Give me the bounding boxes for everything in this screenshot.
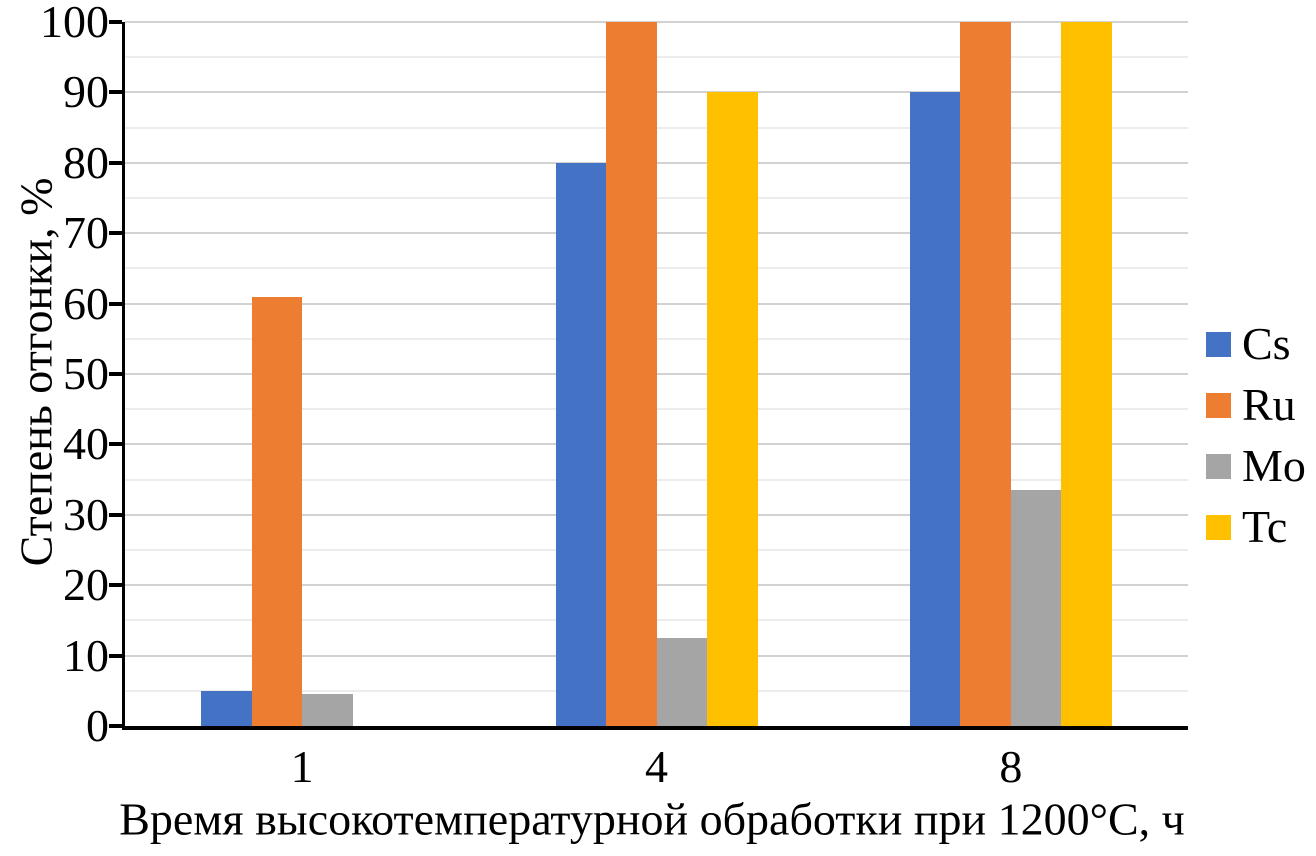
bar-cs-4: [555, 162, 606, 726]
x-category-label-4: 4: [645, 741, 668, 792]
y-tick-mark-60: [109, 301, 122, 306]
minor-gridline-15: [125, 619, 1188, 622]
legend-item-tc: Tc: [1206, 504, 1306, 550]
y-tick-label-20: 20: [63, 559, 109, 611]
legend-swatch-mo: [1206, 453, 1231, 479]
y-tick-mark-80: [109, 160, 122, 165]
bar-cs-1: [201, 690, 252, 726]
legend-label-tc: Tc: [1242, 501, 1288, 552]
x-axis-line: [122, 726, 1188, 730]
minor-gridline-85: [125, 126, 1188, 129]
y-tick-label-10: 10: [63, 629, 109, 681]
major-gridline-90: [125, 91, 1188, 94]
bar-ru-1: [251, 296, 303, 726]
legend-item-mo: Mo: [1206, 443, 1306, 489]
major-gridline-70: [125, 232, 1188, 235]
y-tick-mark-90: [109, 90, 122, 95]
y-tick-mark-100: [109, 20, 122, 24]
y-tick-mark-30: [109, 512, 122, 517]
y-tick-label-90: 90: [63, 66, 109, 118]
legend-label-cs: Cs: [1242, 318, 1291, 369]
x-category-label-8: 8: [999, 741, 1023, 792]
y-tick-label-80: 80: [63, 136, 109, 188]
major-gridline-40: [125, 443, 1188, 446]
y-tick-mark-0: [109, 724, 122, 728]
legend-label-ru: Ru: [1242, 379, 1296, 430]
legend-item-ru: Ru: [1206, 382, 1306, 428]
minor-gridline-75: [125, 197, 1188, 199]
bar-mo-4: [656, 638, 707, 726]
legend-label-mo: Mo: [1242, 440, 1306, 491]
bar-mo-1: [302, 694, 353, 726]
x-axis-title: Время высокотемпературной обработки при …: [119, 793, 1185, 845]
y-tick-label-60: 60: [63, 277, 109, 329]
minor-gridline-45: [125, 408, 1188, 411]
major-gridline-20: [125, 584, 1188, 587]
major-gridline-100: [125, 21, 1188, 23]
x-category-label-1: 1: [290, 741, 314, 792]
bar-tc-8: [1061, 22, 1112, 726]
y-tick-mark-10: [109, 653, 122, 658]
y-tick-label-50: 50: [63, 348, 109, 399]
bar-tc-4: [707, 92, 758, 726]
y-tick-label-40: 40: [63, 418, 109, 470]
minor-gridline-95: [125, 56, 1188, 59]
major-gridline-30: [125, 513, 1188, 516]
y-tick-label-30: 30: [63, 488, 109, 540]
minor-gridline-65: [125, 267, 1188, 270]
minor-gridline-25: [125, 549, 1188, 551]
y-tick-mark-40: [109, 442, 122, 447]
major-gridline-80: [125, 161, 1188, 164]
y-tick-label-0: 0: [86, 700, 109, 751]
bar-cs-8: [909, 92, 961, 726]
minor-gridline-35: [125, 478, 1188, 481]
bar-ru-8: [960, 22, 1011, 726]
bar-ru-4: [606, 22, 657, 726]
y-tick-label-70: 70: [63, 207, 109, 259]
plot-area: 0 10 20 30 40 50 60 70 80 90 100 1 4 8: [40, 0, 1188, 790]
legend: Cs Ru Mo Tc: [1206, 321, 1306, 550]
major-gridline-50: [125, 373, 1188, 375]
legend-swatch-tc: [1206, 514, 1231, 540]
y-tick-mark-50: [109, 372, 122, 376]
y-tick-mark-70: [109, 231, 122, 236]
legend-swatch-ru: [1206, 392, 1231, 418]
y-tick-mark-20: [109, 583, 122, 588]
legend-swatch-cs: [1206, 331, 1231, 357]
legend-item-cs: Cs: [1206, 321, 1306, 367]
major-gridline-60: [125, 302, 1188, 305]
y-axis-line: [122, 22, 125, 730]
y-tick-label-100: 100: [40, 0, 109, 47]
minor-gridline-55: [125, 337, 1188, 340]
bar-mo-8: [1010, 490, 1062, 726]
